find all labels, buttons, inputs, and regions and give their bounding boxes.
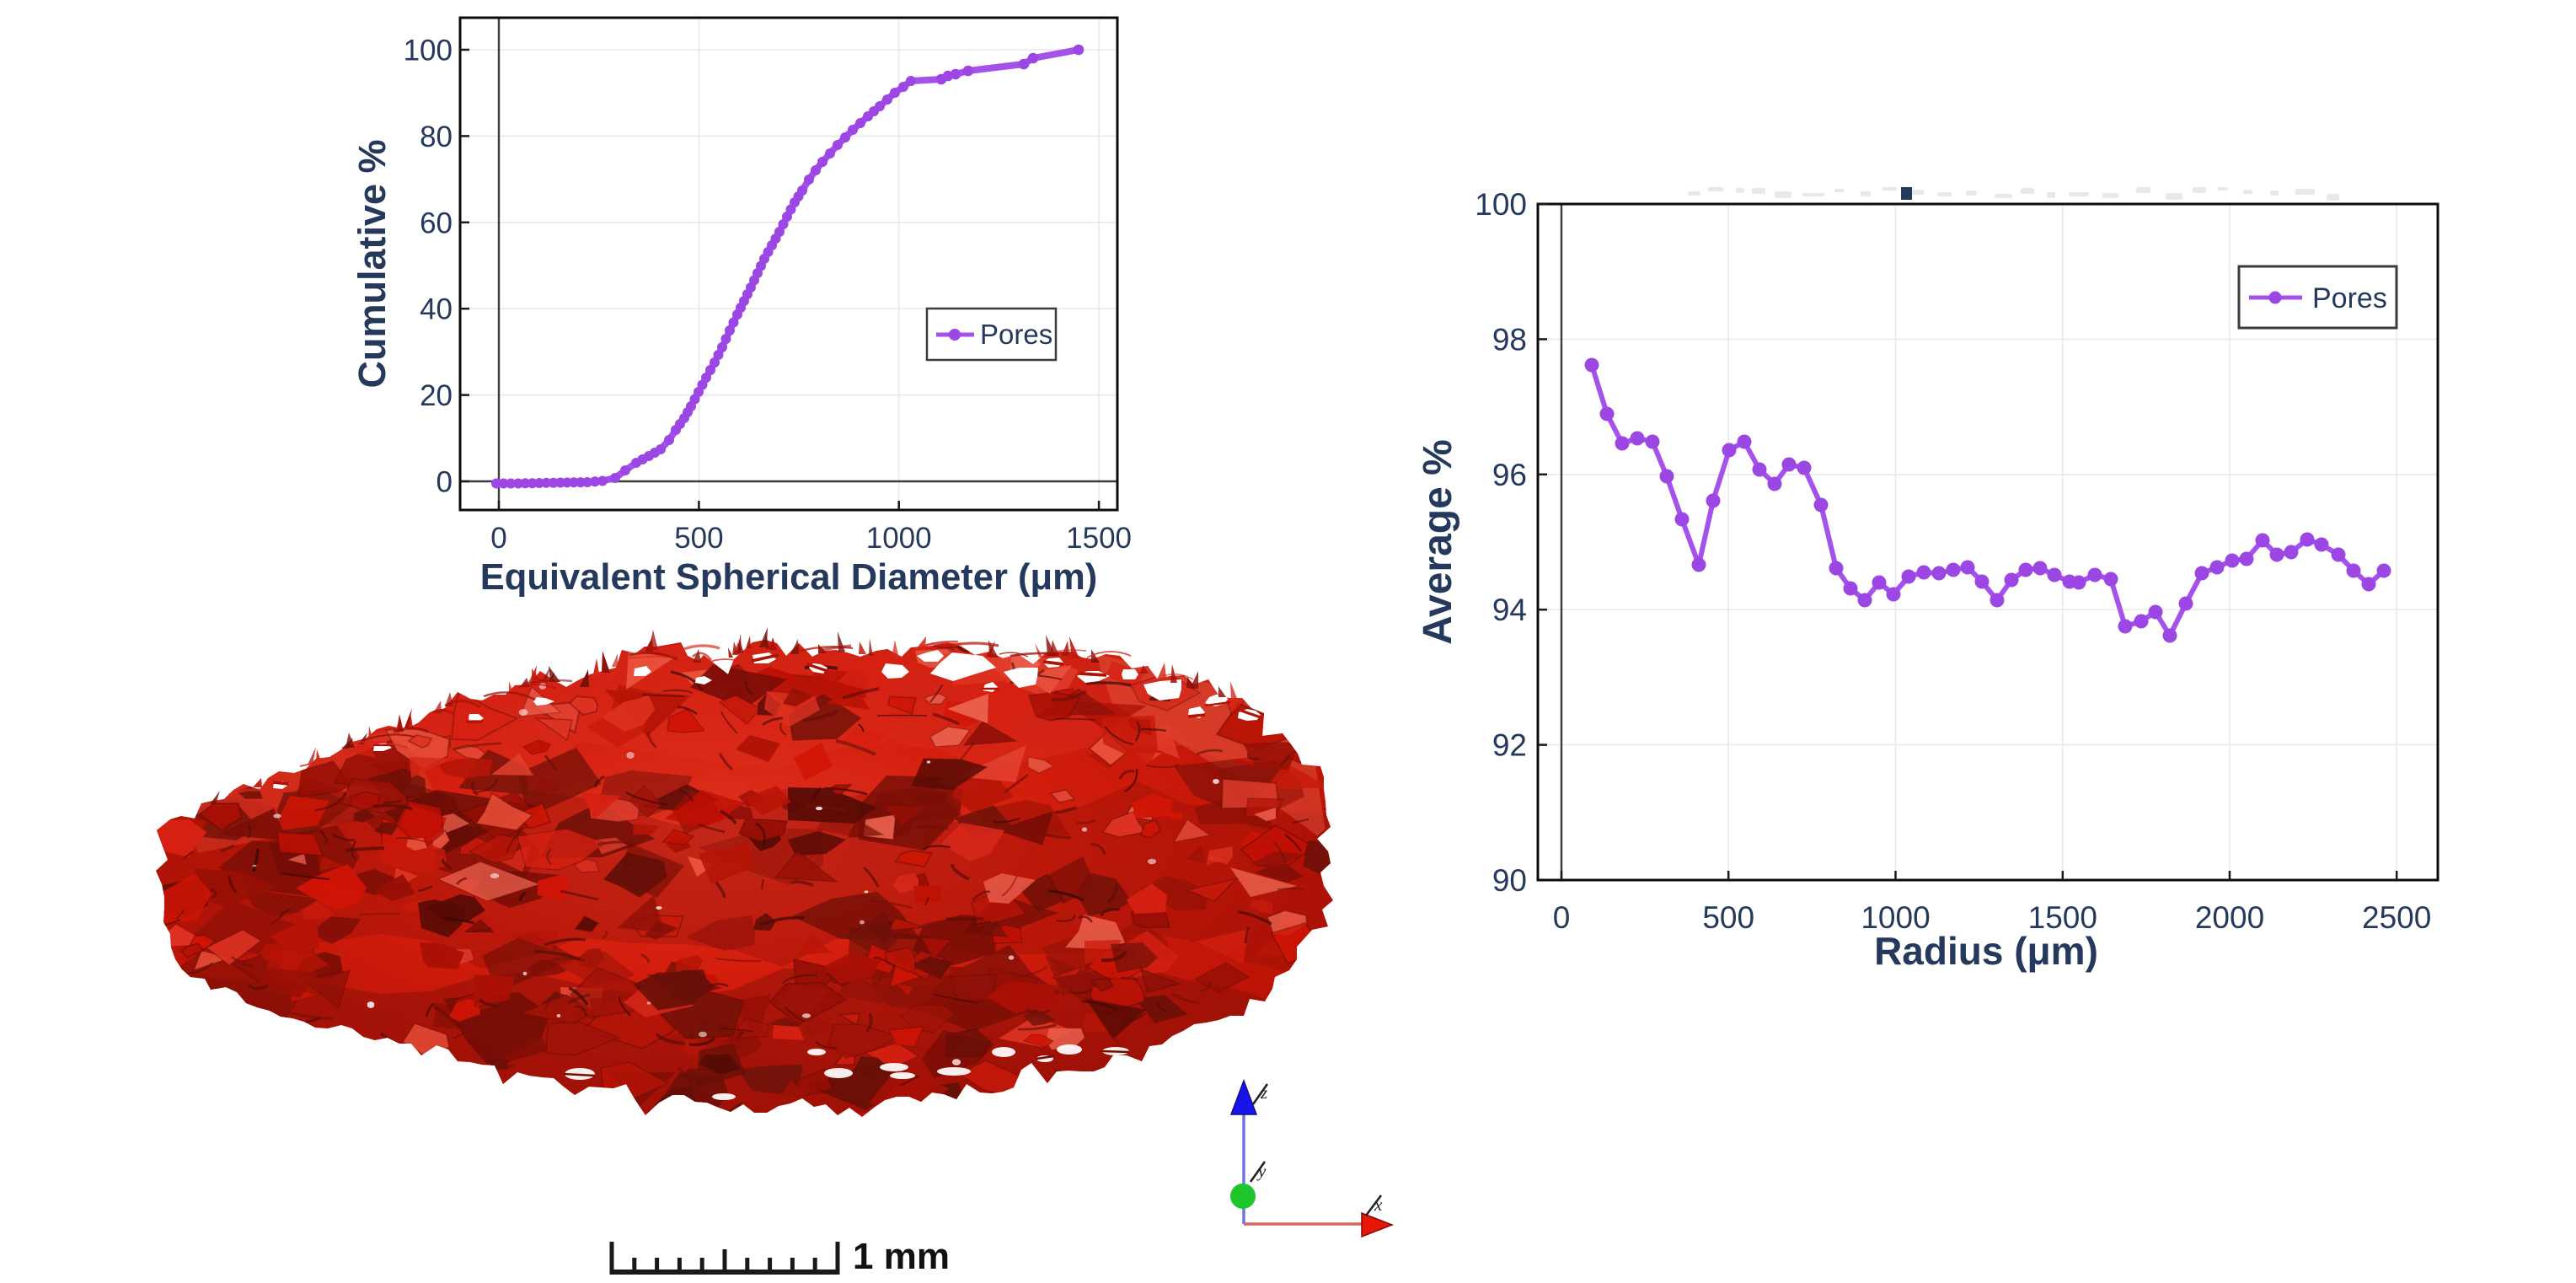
svg-text:y: y bbox=[1256, 1161, 1267, 1181]
svg-text:20: 20 bbox=[420, 379, 453, 412]
svg-text:x: x bbox=[1374, 1194, 1383, 1215]
svg-text:Cumulative %: Cumulative % bbox=[351, 139, 394, 388]
svg-text:1500: 1500 bbox=[1066, 522, 1132, 555]
svg-text:500: 500 bbox=[674, 522, 723, 555]
svg-text:98: 98 bbox=[1492, 322, 1527, 357]
svg-text:60: 60 bbox=[420, 207, 453, 239]
svg-text:500: 500 bbox=[1702, 900, 1754, 935]
svg-text:40: 40 bbox=[420, 293, 453, 326]
svg-text:2500: 2500 bbox=[2362, 900, 2431, 935]
svg-text:92: 92 bbox=[1492, 728, 1527, 763]
svg-text:1000: 1000 bbox=[1861, 900, 1930, 935]
svg-text:90: 90 bbox=[1492, 863, 1527, 898]
svg-text:Average %: Average % bbox=[1416, 439, 1460, 645]
svg-text:96: 96 bbox=[1492, 458, 1527, 492]
svg-text:Equivalent Spherical Diameter: Equivalent Spherical Diameter (μm) bbox=[480, 557, 1098, 598]
svg-text:1500: 1500 bbox=[2028, 900, 2097, 935]
svg-text:0: 0 bbox=[436, 466, 453, 499]
svg-text:z: z bbox=[1260, 1082, 1267, 1103]
svg-text:0: 0 bbox=[490, 522, 506, 555]
svg-text:100: 100 bbox=[404, 35, 453, 67]
svg-text:Pores: Pores bbox=[2312, 282, 2387, 314]
svg-text:100: 100 bbox=[1475, 187, 1527, 222]
svg-text:Radius (μm): Radius (μm) bbox=[1874, 929, 2098, 973]
svg-text:1000: 1000 bbox=[866, 522, 932, 555]
svg-text:2000: 2000 bbox=[2195, 900, 2264, 935]
svg-text:80: 80 bbox=[420, 121, 453, 153]
svg-text:0: 0 bbox=[1553, 900, 1571, 935]
svg-text:1 mm: 1 mm bbox=[853, 1236, 950, 1277]
svg-text:94: 94 bbox=[1492, 593, 1527, 627]
svg-text:Pores: Pores bbox=[980, 319, 1052, 350]
